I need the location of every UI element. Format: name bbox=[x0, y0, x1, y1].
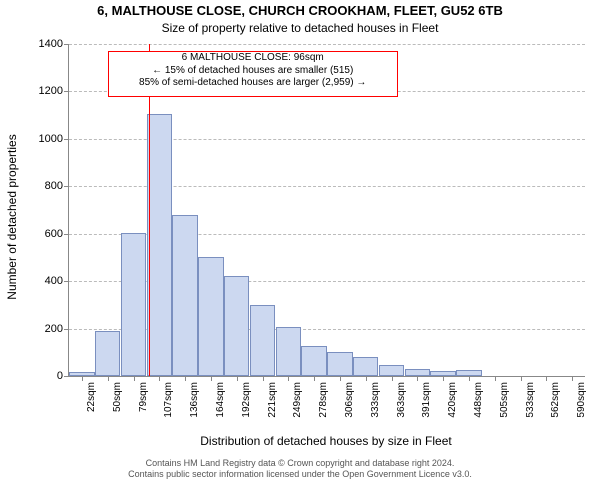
footer-line1: Contains HM Land Registry data © Crown c… bbox=[0, 458, 600, 469]
ytick-label: 1400 bbox=[39, 38, 69, 50]
xtick-label: 590sqm bbox=[576, 382, 587, 418]
xtick-label: 50sqm bbox=[112, 382, 123, 412]
annotation-line: 85% of semi-detached houses are larger (… bbox=[109, 77, 397, 90]
xtick-label: 448sqm bbox=[473, 382, 484, 418]
xtick-label: 363sqm bbox=[396, 382, 407, 418]
histogram-bar bbox=[172, 215, 197, 376]
xtick-label: 79sqm bbox=[138, 382, 149, 412]
annotation-box: 6 MALTHOUSE CLOSE: 96sqm← 15% of detache… bbox=[108, 51, 398, 97]
xtick-mark bbox=[211, 376, 212, 381]
xtick-label: 533sqm bbox=[525, 382, 536, 418]
xtick-mark bbox=[417, 376, 418, 381]
histogram-bar bbox=[250, 305, 275, 376]
histogram-bar bbox=[224, 276, 249, 376]
histogram-bar bbox=[405, 369, 430, 376]
xtick-label: 420sqm bbox=[447, 382, 458, 418]
y-axis-label: Number of detached properties bbox=[5, 51, 19, 383]
histogram-bar bbox=[198, 257, 223, 376]
xtick-label: 306sqm bbox=[344, 382, 355, 418]
xtick-mark bbox=[82, 376, 83, 381]
histogram-bar bbox=[276, 327, 301, 376]
xtick-mark bbox=[366, 376, 367, 381]
plot-area: 020040060080010001200140022sqm50sqm79sqm… bbox=[68, 44, 585, 377]
xtick-label: 505sqm bbox=[499, 382, 510, 418]
footer-attribution: Contains HM Land Registry data © Crown c… bbox=[0, 458, 600, 480]
xtick-mark bbox=[521, 376, 522, 381]
xtick-label: 22sqm bbox=[86, 382, 97, 412]
xtick-mark bbox=[134, 376, 135, 381]
xtick-label: 136sqm bbox=[189, 382, 200, 418]
xtick-label: 333sqm bbox=[370, 382, 381, 418]
xtick-mark bbox=[495, 376, 496, 381]
xtick-label: 107sqm bbox=[163, 382, 174, 418]
ytick-label: 200 bbox=[45, 323, 69, 335]
ytick-label: 1000 bbox=[39, 133, 69, 145]
xtick-label: 562sqm bbox=[550, 382, 561, 418]
xtick-mark bbox=[340, 376, 341, 381]
xtick-mark bbox=[546, 376, 547, 381]
xtick-mark bbox=[108, 376, 109, 381]
chart-title-line2: Size of property relative to detached ho… bbox=[0, 22, 600, 36]
xtick-mark bbox=[185, 376, 186, 381]
histogram-bar bbox=[327, 352, 352, 376]
histogram-bar bbox=[301, 346, 326, 376]
chart-title-line1: 6, MALTHOUSE CLOSE, CHURCH CROOKHAM, FLE… bbox=[0, 4, 600, 19]
xtick-mark bbox=[392, 376, 393, 381]
x-axis-label: Distribution of detached houses by size … bbox=[68, 434, 584, 448]
xtick-mark bbox=[443, 376, 444, 381]
footer-line2: Contains public sector information licen… bbox=[0, 469, 600, 480]
xtick-label: 278sqm bbox=[318, 382, 329, 418]
xtick-mark bbox=[288, 376, 289, 381]
chart-container: 6, MALTHOUSE CLOSE, CHURCH CROOKHAM, FLE… bbox=[0, 0, 600, 500]
histogram-bar bbox=[379, 365, 404, 376]
xtick-mark bbox=[237, 376, 238, 381]
xtick-label: 164sqm bbox=[215, 382, 226, 418]
ytick-label: 800 bbox=[45, 180, 69, 192]
ytick-label: 600 bbox=[45, 228, 69, 240]
annotation-line: 6 MALTHOUSE CLOSE: 96sqm bbox=[109, 52, 397, 65]
xtick-label: 249sqm bbox=[292, 382, 303, 418]
ytick-label: 0 bbox=[57, 370, 69, 382]
annotation-line: ← 15% of detached houses are smaller (51… bbox=[109, 65, 397, 78]
xtick-label: 221sqm bbox=[267, 382, 278, 418]
histogram-bar bbox=[353, 357, 378, 376]
xtick-label: 192sqm bbox=[241, 382, 252, 418]
histogram-bar bbox=[121, 233, 146, 376]
xtick-mark bbox=[159, 376, 160, 381]
xtick-mark bbox=[263, 376, 264, 381]
xtick-mark bbox=[469, 376, 470, 381]
ytick-label: 400 bbox=[45, 275, 69, 287]
gridline bbox=[69, 44, 585, 45]
xtick-mark bbox=[314, 376, 315, 381]
xtick-mark bbox=[572, 376, 573, 381]
xtick-label: 391sqm bbox=[421, 382, 432, 418]
histogram-bar bbox=[95, 331, 120, 376]
ytick-label: 1200 bbox=[39, 85, 69, 97]
